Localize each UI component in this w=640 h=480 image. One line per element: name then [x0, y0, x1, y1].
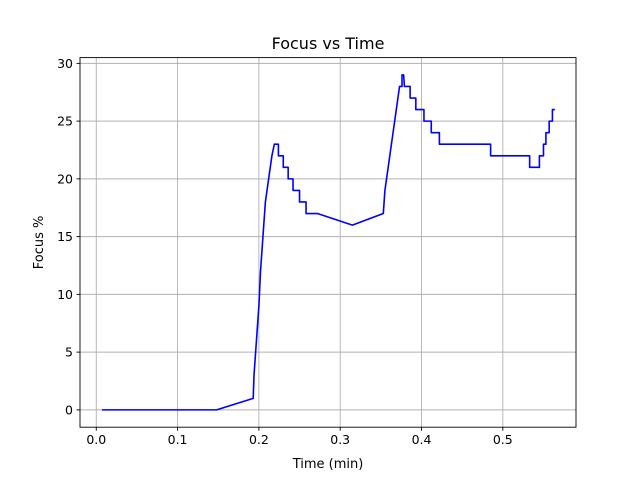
chart-title: Focus vs Time — [272, 34, 385, 53]
y-tick-label: 0 — [65, 402, 73, 417]
series-layer — [101, 74, 555, 411]
focus-series-line — [101, 74, 555, 411]
grid — [80, 57, 576, 428]
y-axis-ticks: 0 5 10 15 20 25 30 — [57, 56, 80, 417]
x-axis-ticks: 0.0 0.1 0.2 0.3 0.4 0.5 — [86, 427, 513, 447]
y-tick-label: 5 — [65, 345, 73, 360]
x-axis-label: Time (min) — [292, 457, 364, 472]
y-tick-label: 20 — [57, 171, 73, 186]
y-tick-label: 30 — [57, 56, 73, 71]
y-tick-label: 15 — [57, 229, 73, 244]
x-tick-label: 0.0 — [86, 432, 106, 447]
x-tick-label: 0.3 — [330, 432, 350, 447]
x-tick-label: 0.2 — [249, 432, 269, 447]
x-tick-label: 0.1 — [168, 432, 188, 447]
y-axis-label: Focus % — [32, 216, 47, 270]
x-tick-label: 0.4 — [412, 432, 432, 447]
y-tick-label: 10 — [57, 287, 73, 302]
x-tick-label: 0.5 — [493, 432, 513, 447]
y-tick-label: 25 — [57, 114, 73, 129]
plot-frame — [79, 57, 577, 428]
